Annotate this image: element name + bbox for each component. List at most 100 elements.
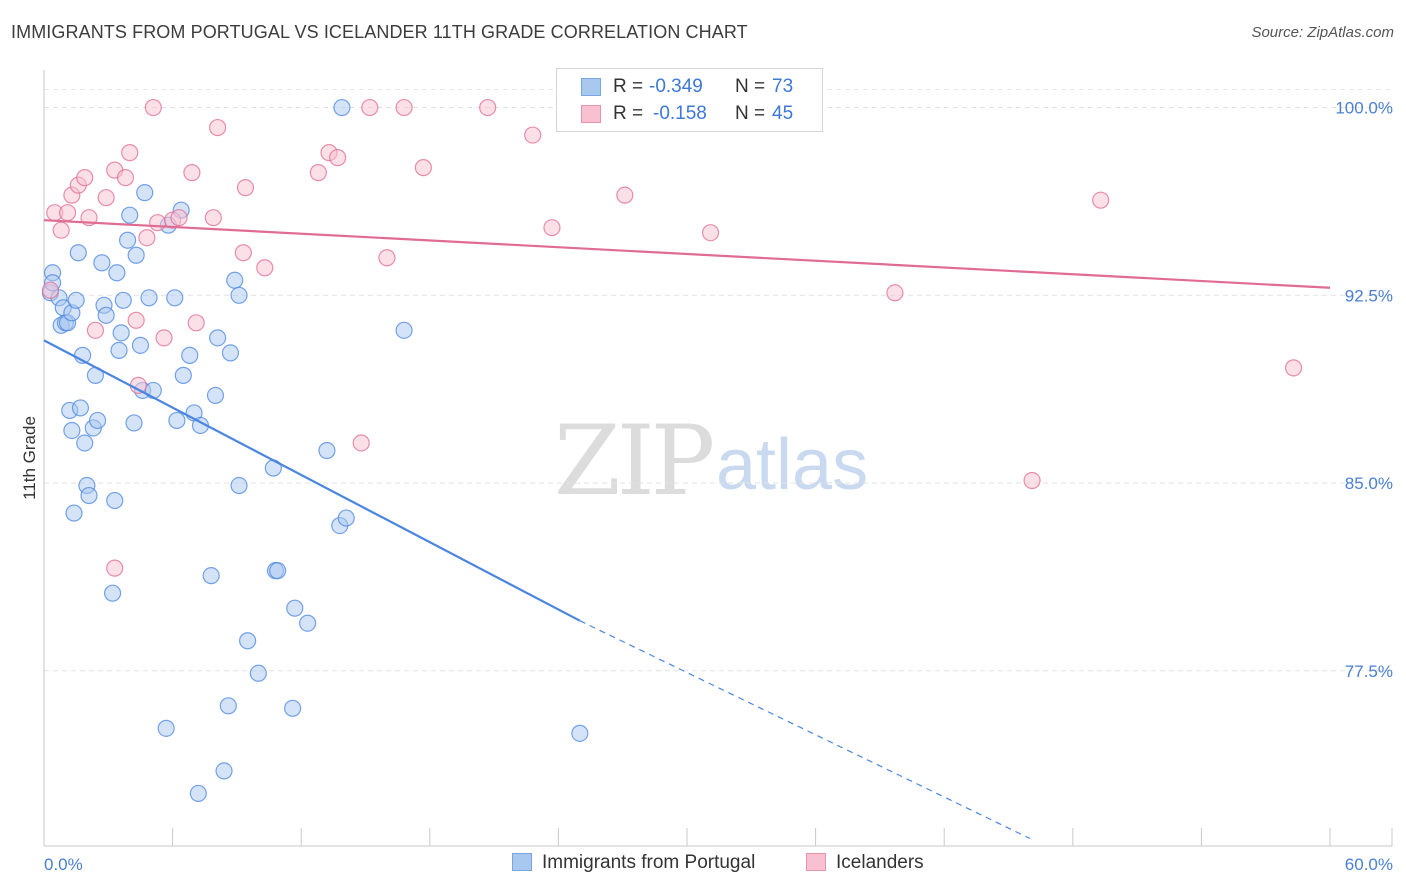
point-icelanders: [352, 434, 370, 452]
point-icelanders: [52, 221, 70, 239]
point-portugal: [337, 509, 355, 527]
point-portugal: [215, 762, 233, 780]
point-icelanders: [1284, 359, 1303, 377]
point-portugal: [69, 244, 87, 262]
n-value: 73: [772, 76, 794, 97]
r-label: R =: [613, 103, 644, 124]
point-icelanders: [886, 284, 904, 302]
point-portugal: [121, 206, 139, 224]
point-icelanders: [256, 259, 274, 277]
point-portugal: [108, 264, 126, 282]
point-portugal: [65, 504, 83, 522]
trendline-portugal: [43, 339, 581, 622]
point-icelanders: [187, 314, 205, 332]
bottom-legend-label: Icelanders: [836, 852, 924, 873]
watermark-zip: ZIP: [554, 405, 715, 517]
source-note: Source: ZipAtlas.com: [1251, 24, 1394, 41]
point-portugal: [230, 286, 248, 304]
point-portugal: [106, 491, 124, 510]
point-portugal: [395, 321, 413, 339]
point-portugal: [299, 614, 317, 632]
point-icelanders: [155, 329, 173, 347]
n-value: 45: [772, 103, 794, 124]
point-portugal: [230, 476, 248, 495]
point-portugal: [110, 341, 128, 359]
chart-title: IMMIGRANTS FROM PORTUGAL VS ICELANDER 11…: [11, 22, 748, 42]
point-icelanders: [234, 244, 252, 262]
point-portugal: [318, 441, 336, 460]
point-icelanders: [479, 98, 497, 117]
point-portugal: [144, 381, 162, 400]
point-portugal: [209, 329, 227, 347]
point-icelanders: [309, 164, 327, 182]
point-portugal: [114, 291, 132, 309]
point-icelanders: [76, 169, 94, 187]
point-portugal: [118, 231, 137, 249]
point-icelanders: [121, 144, 139, 162]
point-portugal: [181, 346, 199, 364]
legend-swatch-icelanders: [581, 105, 601, 123]
point-icelanders: [1023, 471, 1041, 490]
point-portugal: [140, 289, 158, 307]
point-portugal: [131, 336, 150, 354]
point-icelanders: [127, 311, 145, 329]
point-icelanders: [378, 249, 396, 267]
point-icelanders: [395, 98, 413, 117]
y-tick-label: 100.0%: [1335, 99, 1393, 118]
point-icelanders: [361, 98, 379, 117]
point-portugal: [97, 306, 115, 324]
bottom-legend-icelanders: Icelanders: [806, 852, 924, 874]
point-portugal: [249, 664, 267, 682]
point-portugal: [571, 724, 589, 742]
point-portugal: [93, 254, 111, 272]
point-portugal: [174, 366, 192, 384]
point-icelanders: [183, 164, 201, 182]
point-icelanders: [41, 281, 60, 299]
point-portugal: [63, 421, 81, 440]
point-portugal: [168, 411, 186, 430]
bottom-legend-swatch-icelanders: [806, 853, 826, 871]
bottom-legend-swatch-portugal: [512, 853, 532, 871]
point-portugal: [206, 386, 225, 405]
point-icelanders: [129, 376, 147, 395]
point-portugal: [226, 271, 244, 289]
point-portugal: [284, 699, 302, 717]
point-icelanders: [116, 169, 135, 187]
point-portugal: [76, 434, 94, 452]
point-icelanders: [144, 98, 162, 117]
point-portugal: [219, 697, 237, 715]
point-icelanders: [106, 559, 124, 577]
point-portugal: [71, 399, 90, 417]
point-portugal: [112, 324, 130, 342]
bottom-legend-portugal: Immigrants from Portugal: [512, 852, 755, 874]
trendline-portugal-extrapolated: [579, 620, 1031, 840]
r-label: R =: [613, 76, 644, 97]
point-portugal: [286, 599, 304, 617]
n-label: N =: [735, 103, 766, 124]
point-portugal: [333, 98, 351, 117]
watermark-atlas: atlas: [716, 425, 869, 505]
point-icelanders: [58, 204, 77, 222]
y-axis-title: 11th Grade: [20, 416, 39, 500]
point-portugal: [189, 784, 207, 803]
n-label: N =: [735, 76, 766, 97]
point-icelanders: [1092, 191, 1110, 209]
r-value: -0.158: [653, 103, 707, 124]
y-tick-label: 85.0%: [1345, 474, 1393, 493]
point-icelanders: [97, 189, 115, 207]
point-icelanders: [209, 118, 227, 137]
point-icelanders: [616, 186, 634, 204]
point-portugal: [88, 411, 107, 430]
point-portugal: [269, 562, 287, 580]
x-tick-label-max: 60.0%: [1345, 855, 1393, 874]
point-portugal: [239, 632, 257, 650]
point-icelanders: [86, 321, 105, 339]
point-icelanders: [170, 209, 188, 227]
point-portugal: [166, 289, 184, 307]
point-icelanders: [204, 209, 222, 227]
point-portugal: [157, 719, 175, 737]
point-portugal: [80, 486, 98, 505]
point-portugal: [67, 291, 85, 309]
stats-legend: R = -0.349 N = 73 R = -0.158 N = 45: [556, 68, 823, 132]
